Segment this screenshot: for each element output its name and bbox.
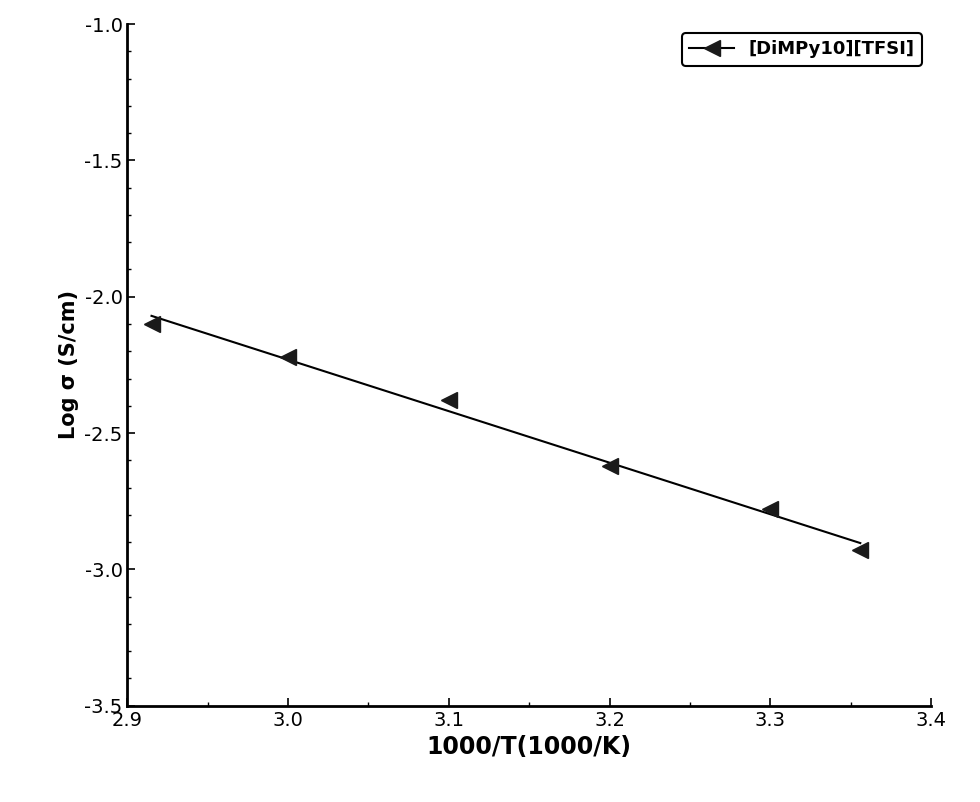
Legend: [DiMPy10][TFSI]: [DiMPy10][TFSI] <box>682 33 922 66</box>
Y-axis label: Log σ (S/cm): Log σ (S/cm) <box>59 290 78 439</box>
X-axis label: 1000/T(1000/K): 1000/T(1000/K) <box>426 735 632 759</box>
